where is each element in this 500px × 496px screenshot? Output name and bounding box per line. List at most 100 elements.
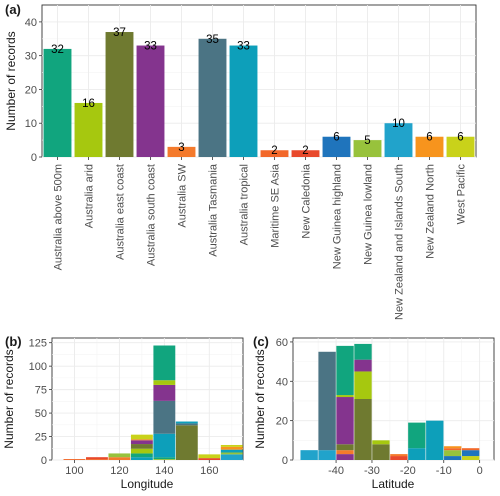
x-tick-label: 160 <box>200 465 218 477</box>
x-tick-label: 0 <box>477 465 483 477</box>
stack-segment <box>153 384 176 401</box>
stack-segment <box>336 397 354 445</box>
bar-value-label: 5 <box>364 135 370 147</box>
y-tick-label: 100 <box>29 361 47 373</box>
stack-segment <box>220 454 243 460</box>
bar <box>353 140 382 157</box>
bar-value-label: 32 <box>51 44 64 56</box>
y-tick-label: 40 <box>25 17 37 29</box>
bar <box>446 136 475 157</box>
bar <box>105 32 134 158</box>
x-tick-label: 140 <box>155 465 173 477</box>
stack-segment <box>408 422 426 449</box>
bar-value-label: 6 <box>333 132 339 144</box>
y-tick-label: 0 <box>31 152 37 164</box>
stack-segment <box>318 450 336 460</box>
stack-segment <box>390 456 408 460</box>
bar-value-label: 6 <box>457 132 463 144</box>
y-tick-label: 40 <box>276 376 288 388</box>
chart-c-bars <box>300 343 480 460</box>
bar <box>136 45 165 157</box>
stack-segment <box>130 439 153 441</box>
stack-segment <box>198 458 221 460</box>
stack-segment <box>108 457 131 460</box>
bar-value-label: 2 <box>302 145 308 157</box>
panel-label-c: (c) <box>253 334 269 349</box>
category-label: Australia above 500m <box>53 164 65 270</box>
panel-label-b: (b) <box>5 334 22 349</box>
stack-segment <box>372 444 390 460</box>
x-tick-label: 100 <box>65 465 83 477</box>
stack-segment <box>336 444 354 451</box>
category-label: Australia east coast <box>115 164 127 260</box>
y-tick-label: 20 <box>276 416 288 428</box>
stack-segment <box>444 446 462 449</box>
bar <box>260 150 289 157</box>
bar-value-label: 33 <box>237 41 250 53</box>
category-label: New Zealand North <box>425 164 437 259</box>
panel-label-a: (a) <box>5 2 21 17</box>
stack-segment <box>461 448 480 451</box>
bar-value-label: 33 <box>144 41 157 53</box>
stack-segment <box>130 448 153 454</box>
stack-segment <box>354 371 372 399</box>
stack-segment <box>130 434 153 440</box>
chart-c-ylabel: Number of records <box>253 349 267 448</box>
bar <box>415 136 444 157</box>
bar <box>322 136 351 157</box>
y-tick-label: 0 <box>41 455 47 467</box>
stack-segment <box>336 450 354 455</box>
chart-c-xlabel: Latitude <box>372 477 415 491</box>
stack-segment <box>444 450 462 457</box>
stack-segment <box>130 457 153 460</box>
stack-segment <box>175 421 198 424</box>
category-label: Maritime SE Asia <box>270 163 282 248</box>
bar-value-label: 16 <box>82 98 95 110</box>
y-tick-label: 0 <box>282 455 288 467</box>
y-tick-label: 60 <box>276 337 288 349</box>
y-tick-label: 75 <box>35 385 47 397</box>
stack-segment <box>426 420 444 460</box>
bar <box>291 150 320 157</box>
stack-segment <box>153 433 176 458</box>
stack-segment <box>153 345 176 381</box>
chart-b: 0 25 50 75 100 125 100 120 140 160 Number of reco… <box>2 337 244 491</box>
stack-segment <box>153 400 176 434</box>
x-tick-label: -40 <box>328 465 344 477</box>
category-label: Australia arid <box>84 164 96 228</box>
stack-segment <box>354 399 372 460</box>
chart-c: 0 20 40 60 -40 -30 -20 -10 0 Number of records L… <box>253 337 495 491</box>
stack-segment <box>372 440 390 445</box>
stack-segment <box>175 425 198 460</box>
bar <box>74 102 103 157</box>
stack-segment <box>108 453 131 458</box>
category-label: Australia SW <box>177 163 189 227</box>
category-label: Australia south coast <box>146 164 158 266</box>
category-label: New Guinea highland <box>332 164 344 269</box>
stack-segment <box>130 440 153 445</box>
stack-segment <box>130 453 153 458</box>
stack-segment <box>354 343 372 360</box>
stack-segment <box>444 448 462 451</box>
stack-segment <box>86 459 108 460</box>
bar-value-label: 37 <box>113 27 126 39</box>
bar-value-label: 2 <box>271 145 277 157</box>
chart-a-ylabel: Number of records <box>4 31 18 130</box>
y-tick-label: 20 <box>25 84 37 96</box>
stack-segment <box>153 457 176 460</box>
category-label: New Zealand and Islands South <box>394 164 406 320</box>
stack-segment <box>220 449 243 453</box>
bar <box>384 123 413 157</box>
bar <box>43 48 72 157</box>
chart-b-ticks: 0 25 50 75 100 125 100 120 140 160 <box>29 338 219 477</box>
chart-c-ticks: 0 20 40 60 -40 -30 -20 -10 0 <box>276 337 483 477</box>
stack-segment <box>153 380 176 385</box>
stack-segment <box>130 444 153 449</box>
stack-segment <box>175 423 198 426</box>
stack-segment <box>63 459 86 460</box>
y-tick-label: 50 <box>35 408 47 420</box>
stack-segment <box>461 450 480 457</box>
